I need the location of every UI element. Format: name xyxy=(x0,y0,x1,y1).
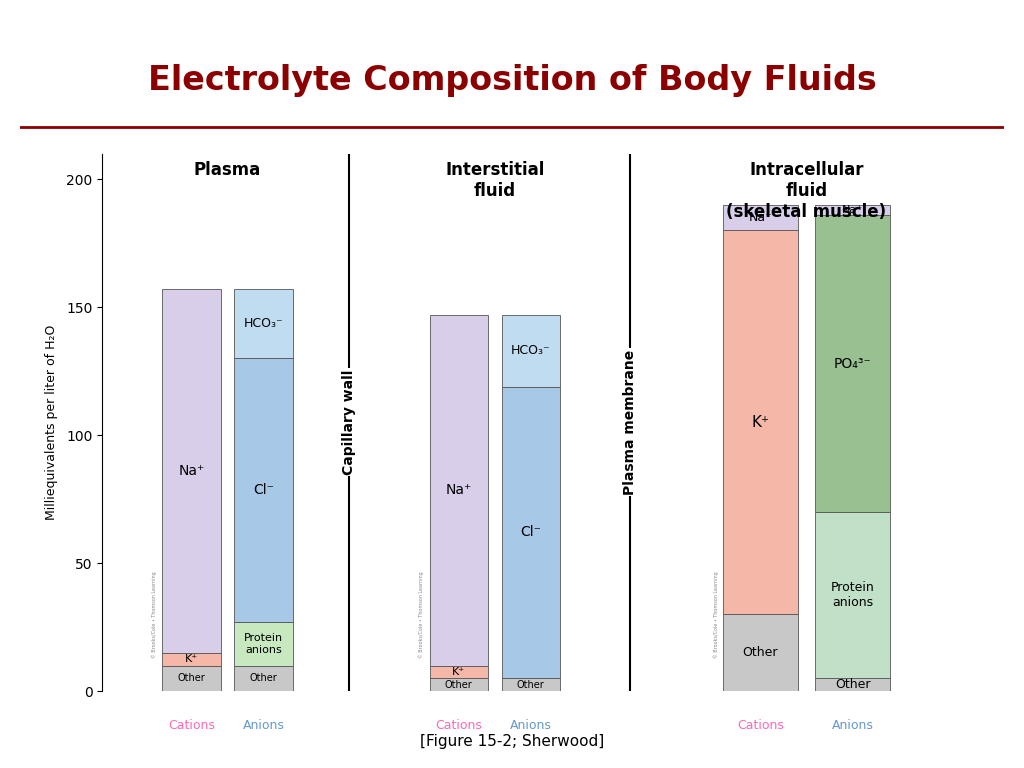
Bar xyxy=(723,205,798,230)
Text: Cations: Cations xyxy=(737,720,783,733)
Bar xyxy=(163,653,220,666)
Bar xyxy=(815,205,891,215)
Text: Na⁺: Na⁺ xyxy=(445,483,472,497)
Text: Plasma: Plasma xyxy=(194,161,261,179)
Text: [Figure 15-2; Sherwood]: [Figure 15-2; Sherwood] xyxy=(420,733,604,749)
Text: Cations: Cations xyxy=(435,720,482,733)
Text: Other: Other xyxy=(742,647,778,659)
Bar xyxy=(430,315,487,666)
Text: © Brooks/Cole • Thomson Learning: © Brooks/Cole • Thomson Learning xyxy=(151,571,157,657)
Text: Cations: Cations xyxy=(168,720,215,733)
Text: Protein
anions: Protein anions xyxy=(244,633,283,654)
Text: PO₄³⁻: PO₄³⁻ xyxy=(834,356,871,370)
Text: Na⁺: Na⁺ xyxy=(842,205,863,215)
Text: Other: Other xyxy=(517,680,545,690)
Bar xyxy=(723,614,798,691)
Bar xyxy=(430,666,487,678)
Text: © Brooks/Cole • Thomson Learning: © Brooks/Cole • Thomson Learning xyxy=(713,571,719,657)
Bar xyxy=(163,666,220,691)
Bar xyxy=(234,666,293,691)
Text: K⁺: K⁺ xyxy=(185,654,198,664)
Text: Other: Other xyxy=(835,678,870,691)
Text: Intracellular
fluid
(skeletal muscle): Intracellular fluid (skeletal muscle) xyxy=(726,161,887,221)
Bar xyxy=(234,622,293,666)
Bar xyxy=(234,359,293,622)
Text: K⁺: K⁺ xyxy=(752,415,769,430)
Bar xyxy=(502,315,560,386)
Bar xyxy=(234,290,293,359)
Bar xyxy=(502,386,560,678)
Text: Anions: Anions xyxy=(510,720,552,733)
Text: Other: Other xyxy=(177,674,206,684)
Bar xyxy=(723,230,798,614)
Text: Cl⁻: Cl⁻ xyxy=(253,483,274,497)
Text: Other: Other xyxy=(250,674,278,684)
Bar xyxy=(163,290,220,653)
Text: Plasma membrane: Plasma membrane xyxy=(623,349,637,495)
Text: Interstitial
fluid: Interstitial fluid xyxy=(445,161,545,200)
Text: Na⁺: Na⁺ xyxy=(749,211,772,224)
Bar xyxy=(815,215,891,512)
Text: Other: Other xyxy=(444,680,473,690)
Bar xyxy=(502,678,560,691)
Bar xyxy=(815,678,891,691)
Text: Protein
anions: Protein anions xyxy=(830,581,874,609)
Text: Anions: Anions xyxy=(831,720,873,733)
Text: Capillary wall: Capillary wall xyxy=(342,369,356,475)
Text: © Brooks/Cole • Thomson Learning: © Brooks/Cole • Thomson Learning xyxy=(418,571,424,657)
Text: K⁺: K⁺ xyxy=(453,667,465,677)
Text: Na⁺: Na⁺ xyxy=(178,464,205,478)
Text: HCO₃⁻: HCO₃⁻ xyxy=(511,344,551,357)
Text: Anions: Anions xyxy=(243,720,285,733)
Bar xyxy=(430,678,487,691)
Text: Electrolyte Composition of Body Fluids: Electrolyte Composition of Body Fluids xyxy=(147,64,877,97)
Y-axis label: Milliequivalents per liter of H₂O: Milliequivalents per liter of H₂O xyxy=(45,325,58,520)
Text: HCO₃⁻: HCO₃⁻ xyxy=(244,317,284,330)
Text: Cl⁻: Cl⁻ xyxy=(520,525,542,539)
Bar xyxy=(815,512,891,678)
